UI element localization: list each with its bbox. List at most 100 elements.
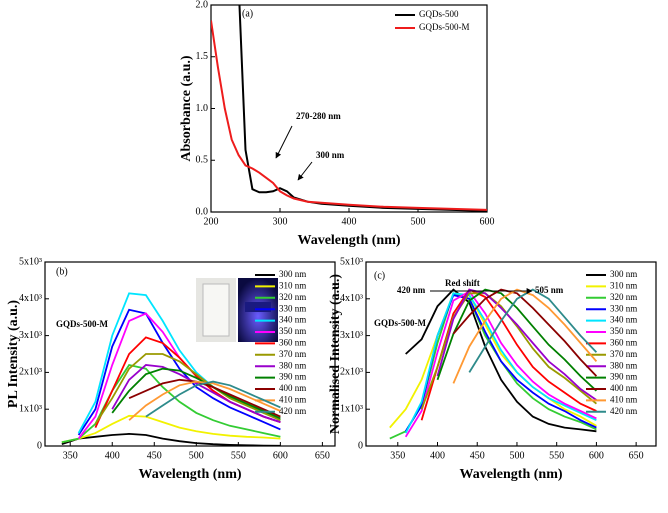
y-axis-label: Absorbance (a.u.)	[179, 55, 194, 162]
x-axis-label: Wavelength (nm)	[459, 467, 562, 482]
x-tick-label: 450	[470, 450, 485, 461]
y-tick-label: 0	[358, 440, 363, 451]
legend-label: 360 nm	[610, 337, 637, 347]
annotation-arrow	[275, 125, 293, 159]
legend-label: 390 nm	[610, 372, 637, 382]
y-tick-label: 2x10³	[19, 367, 42, 378]
annotation-arrow	[297, 161, 313, 181]
legend-label: 370 nm	[279, 349, 306, 359]
plot-frame	[44, 261, 336, 447]
legend-label: 340 nm	[279, 315, 306, 325]
plot-frame	[210, 4, 488, 213]
y-tick-label: 1.0	[196, 103, 209, 114]
y-tick-label: 2.0	[196, 0, 209, 10]
plot: 350 400 450 500 550 600 650 0 1x10³ 2x10³ 3x10³ 4x1…	[328, 256, 657, 482]
x-tick-label: 550	[231, 450, 246, 461]
data-line	[404, 290, 597, 438]
x-tick-label: 350	[63, 450, 78, 461]
legend-label: 420 nm	[610, 406, 637, 416]
x-tick-label: 450	[147, 450, 162, 461]
data-line	[436, 288, 597, 401]
x-axis-label: Wavelength (nm)	[138, 467, 241, 482]
data-line	[61, 432, 281, 446]
annotation: (a)	[242, 8, 253, 19]
x-tick-label: 650	[629, 450, 644, 461]
annotation: 420 nm	[397, 285, 426, 295]
data-line	[77, 308, 281, 436]
legend-label: 320 nm	[279, 292, 306, 302]
vial	[202, 283, 230, 337]
legend-label: 390 nm	[279, 372, 306, 382]
data-line	[61, 414, 281, 444]
y-tick-label: 2x10³	[340, 367, 363, 378]
x-tick-label: 650	[315, 450, 330, 461]
data-line	[211, 20, 487, 211]
legend-label: 410 nm	[279, 394, 306, 404]
annotation: 505 nm	[535, 285, 564, 295]
plot: 200 300 400 500 600 0.0 0.5 1.0 1.5 2.0 Wavelength…	[179, 0, 494, 248]
x-tick-label: 500	[509, 450, 524, 461]
legend-label: 400 nm	[279, 383, 306, 393]
x-tick-label: 500	[411, 216, 426, 227]
x-tick-label: 400	[430, 450, 445, 461]
y-tick-label: 3x10³	[19, 330, 42, 341]
legend-label: 350 nm	[279, 326, 306, 336]
y-tick-label: 4x10³	[19, 293, 42, 304]
data-line	[452, 288, 598, 384]
y-axis-label: PL Intensity (a.u.)	[6, 300, 21, 408]
y-tick-label: 5x10³	[19, 256, 42, 267]
x-tick-label: 350	[390, 450, 405, 461]
legend-label: 380 nm	[610, 360, 637, 370]
legend-label: 400 nm	[610, 383, 637, 393]
y-tick-label: 1x10³	[340, 403, 363, 414]
legend-label: 300 nm	[610, 269, 637, 279]
legend-label: 330 nm	[610, 303, 637, 313]
data-line	[404, 292, 597, 434]
data-line	[94, 353, 281, 425]
legend-label: 300 nm	[279, 269, 306, 279]
legend-label: 320 nm	[610, 292, 637, 302]
legend-label: 310 nm	[279, 280, 306, 290]
legend-label: 380 nm	[279, 360, 306, 370]
x-tick-label: 300	[273, 216, 288, 227]
data-line	[405, 288, 597, 433]
y-tick-label: 0.5	[196, 155, 209, 166]
legend-label: 310 nm	[610, 280, 637, 290]
data-line	[145, 380, 281, 418]
annotation: Red shift	[445, 278, 480, 288]
plot-frame	[365, 261, 657, 447]
legend-label: 410 nm	[610, 394, 637, 404]
x-tick-label: 500	[189, 450, 204, 461]
x-tick-label: 400	[105, 450, 120, 461]
data-line	[111, 364, 281, 423]
x-tick-label: 600	[273, 450, 288, 461]
y-tick-label: 4x10³	[340, 293, 363, 304]
x-tick-label: 600	[589, 450, 604, 461]
legend-label: GQDs-500	[419, 9, 459, 19]
legend-label: 340 nm	[610, 315, 637, 325]
annotation: (c)	[374, 270, 385, 281]
x-tick-label: 200	[204, 216, 219, 227]
legend-label: 420 nm	[279, 406, 306, 416]
x-tick-label: 400	[342, 216, 357, 227]
x-axis-label: Wavelength (nm)	[297, 233, 400, 248]
annotation: 300 nm	[316, 150, 345, 160]
annotation: 270-280 nm	[296, 111, 341, 121]
legend-label: GQDs-500-M	[419, 22, 470, 32]
data-line	[420, 288, 597, 421]
annotation: GQDs-500-M	[56, 319, 108, 329]
data-line	[111, 367, 281, 420]
vial-cap	[245, 302, 271, 312]
y-tick-label: 1x10³	[19, 403, 42, 414]
data-line	[452, 288, 598, 377]
data-line	[389, 292, 597, 440]
data-line	[94, 336, 281, 428]
data-line	[468, 288, 598, 373]
legend-label: 330 nm	[279, 303, 306, 313]
y-tick-label: 1.5	[196, 51, 209, 62]
y-axis-label: Normalised Intensity (a.u.)	[328, 274, 343, 435]
y-tick-label: 0	[37, 440, 42, 451]
data-line	[389, 292, 597, 429]
legend-label: 360 nm	[279, 337, 306, 347]
